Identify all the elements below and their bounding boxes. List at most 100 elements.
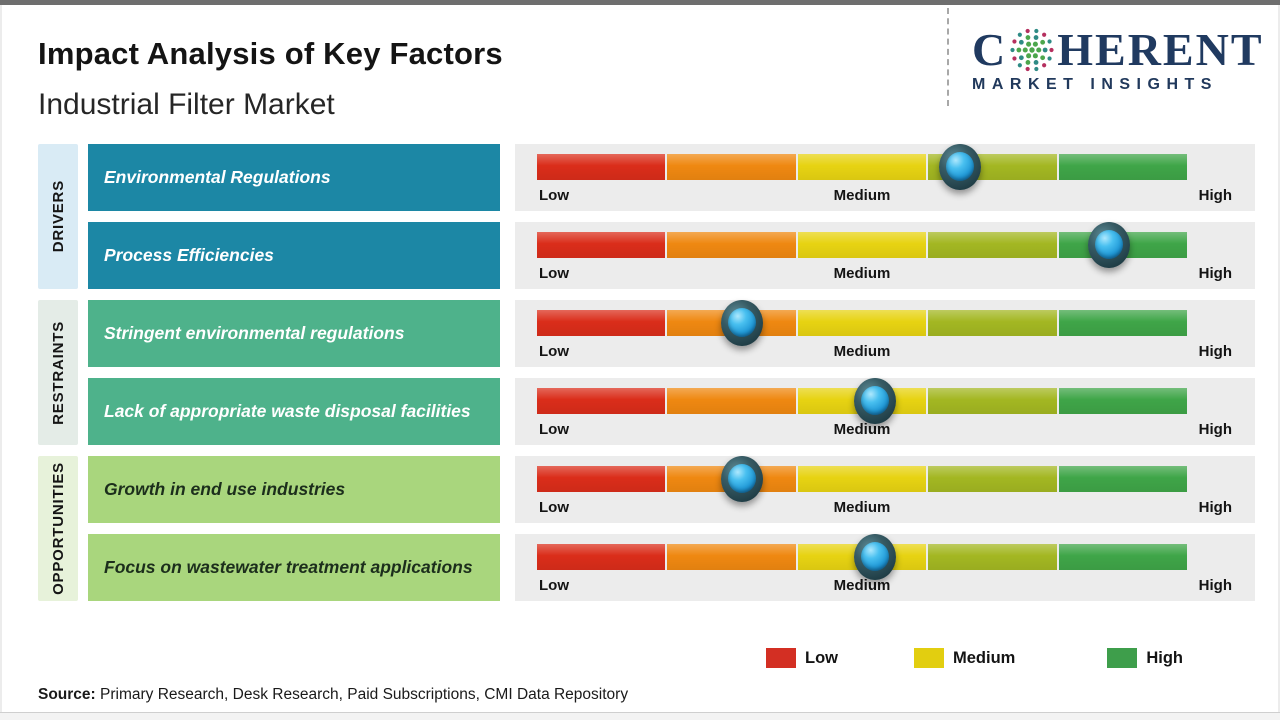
legend-label-high: High — [1146, 648, 1184, 667]
source-prefix: Source: — [38, 686, 96, 703]
impact-scale-bar — [537, 534, 1188, 580]
impact-slider-panel: Low Medium High — [515, 222, 1255, 289]
factor-box-stringent-regulations: Stringent environmental regulations — [88, 300, 500, 367]
page-subtitle: Industrial Filter Market — [38, 88, 335, 121]
scale-label-high: High — [1198, 343, 1232, 360]
scale-label-high: High — [1198, 499, 1232, 516]
scale-segment-green — [1058, 388, 1188, 414]
scale-segment-yellow — [797, 466, 927, 492]
scale-segment-orange — [667, 388, 797, 414]
factor-label: Growth in end use industries — [104, 479, 346, 500]
factor-box-environmental-regulations: Environmental Regulations — [88, 144, 500, 211]
impact-slider-panel: Low Medium High — [515, 534, 1255, 601]
scale-label-medium: Medium — [833, 499, 891, 516]
impact-slider-panel: Low Medium High — [515, 144, 1255, 211]
scale-label-low: Low — [539, 499, 569, 516]
scale-segment-yellow — [797, 232, 927, 258]
scale-segment-olive — [928, 466, 1058, 492]
top-border-strip — [0, 0, 1280, 5]
scale-segment-green — [1058, 544, 1188, 570]
scale-labels: Low Medium High — [537, 265, 1232, 285]
scale-label-medium: Medium — [833, 265, 891, 282]
impact-marker-handle[interactable] — [720, 300, 763, 346]
group-restraints: RESTRAINTS Stringent environmental regul… — [38, 300, 1255, 445]
impact-marker-handle[interactable] — [720, 456, 763, 502]
source-line: Source: Primary Research, Desk Research,… — [38, 686, 628, 704]
scale-label-high: High — [1198, 187, 1232, 204]
scale-segment-red — [537, 388, 666, 414]
impact-scale-bar — [537, 222, 1188, 268]
globe-dots-icon — [1010, 28, 1054, 72]
logo-letters-herent: HERENT — [1057, 24, 1264, 75]
scale-segment-green — [1058, 154, 1188, 180]
legend-item-low: Low — [766, 648, 838, 668]
scale-label-low: Low — [539, 577, 569, 594]
factor-box-process-efficiencies: Process Efficiencies — [88, 222, 500, 289]
legend: Low Medium High — [766, 648, 1183, 668]
scale-segment-red — [537, 310, 666, 336]
scale-segment-orange — [667, 544, 797, 570]
logo-divider-dashed-line — [947, 8, 949, 106]
scale-segment-olive — [928, 544, 1058, 570]
scale-label-medium: Medium — [833, 343, 891, 360]
legend-swatch-low — [766, 648, 796, 668]
legend-label-low: Low — [805, 648, 838, 667]
factor-label: Environmental Regulations — [104, 167, 331, 188]
page-title: Impact Analysis of Key Factors — [38, 36, 503, 71]
category-label-restraints: RESTRAINTS — [49, 320, 67, 425]
scale-segment-green — [1058, 466, 1188, 492]
impact-marker-handle[interactable] — [854, 534, 896, 580]
scale-label-medium: Medium — [833, 187, 891, 204]
factor-label: Stringent environmental regulations — [104, 323, 405, 344]
impact-marker-handle[interactable] — [938, 144, 981, 190]
scale-segment-green — [1058, 310, 1188, 336]
scale-label-high: High — [1198, 577, 1232, 594]
factor-row: Focus on wastewater treatment applicatio… — [88, 534, 1255, 601]
factor-label: Lack of appropriate waste disposal facil… — [104, 401, 471, 422]
scale-segment-yellow — [797, 154, 927, 180]
scale-label-medium: Medium — [833, 421, 891, 438]
scale-labels: Low Medium High — [537, 577, 1232, 597]
logo-letter-c: C — [972, 24, 1008, 75]
category-label-opportunities: OPPORTUNITIES — [49, 462, 67, 595]
scale-segment-red — [537, 154, 666, 180]
scale-label-low: Low — [539, 187, 569, 204]
scale-segment-red — [537, 232, 666, 258]
legend-item-high: High — [1107, 648, 1183, 668]
company-logo: C HERENT MARKET INSIGHTS — [972, 26, 1264, 94]
scale-segment-yellow — [797, 310, 927, 336]
impact-slider-panel: Low Medium High — [515, 456, 1255, 523]
factor-row: Environmental Regulations Low Medium — [88, 144, 1255, 211]
bottom-border-strip — [0, 712, 1280, 720]
logo-wordmark: C HERENT — [972, 26, 1264, 74]
factor-label: Focus on wastewater treatment applicatio… — [104, 557, 473, 578]
category-band-drivers: DRIVERS — [38, 144, 78, 289]
impact-slider-panel: Low Medium High — [515, 300, 1255, 367]
impact-marker-handle[interactable] — [1088, 222, 1130, 268]
factor-row: Growth in end use industries Low Medium — [88, 456, 1255, 523]
scale-segment-red — [537, 544, 666, 570]
scale-labels: Low Medium High — [537, 187, 1232, 207]
impact-marker-handle[interactable] — [854, 378, 896, 424]
category-band-restraints: RESTRAINTS — [38, 300, 78, 445]
impact-scale-bar — [537, 456, 1188, 502]
scale-label-medium: Medium — [833, 577, 891, 594]
legend-swatch-medium — [914, 648, 944, 668]
scale-segment-olive — [928, 310, 1058, 336]
factor-box-waste-disposal: Lack of appropriate waste disposal facil… — [88, 378, 500, 445]
category-band-opportunities: OPPORTUNITIES — [38, 456, 78, 601]
scale-labels: Low Medium High — [537, 421, 1232, 441]
factor-row: Process Efficiencies Low Medium Hig — [88, 222, 1255, 289]
impact-scale-bar — [537, 300, 1188, 346]
scale-segment-orange — [667, 232, 797, 258]
impact-scale-bar — [537, 378, 1188, 424]
factor-label: Process Efficiencies — [104, 245, 274, 266]
scale-label-high: High — [1198, 421, 1232, 438]
legend-swatch-high — [1107, 648, 1138, 668]
category-label-drivers: DRIVERS — [49, 180, 67, 253]
impact-scale-bar — [537, 144, 1188, 190]
impact-analysis-grid: DRIVERS Environmental Regulations — [38, 144, 1255, 601]
group-drivers: DRIVERS Environmental Regulations — [38, 144, 1255, 289]
scale-label-low: Low — [539, 265, 569, 282]
scale-label-low: Low — [539, 343, 569, 360]
